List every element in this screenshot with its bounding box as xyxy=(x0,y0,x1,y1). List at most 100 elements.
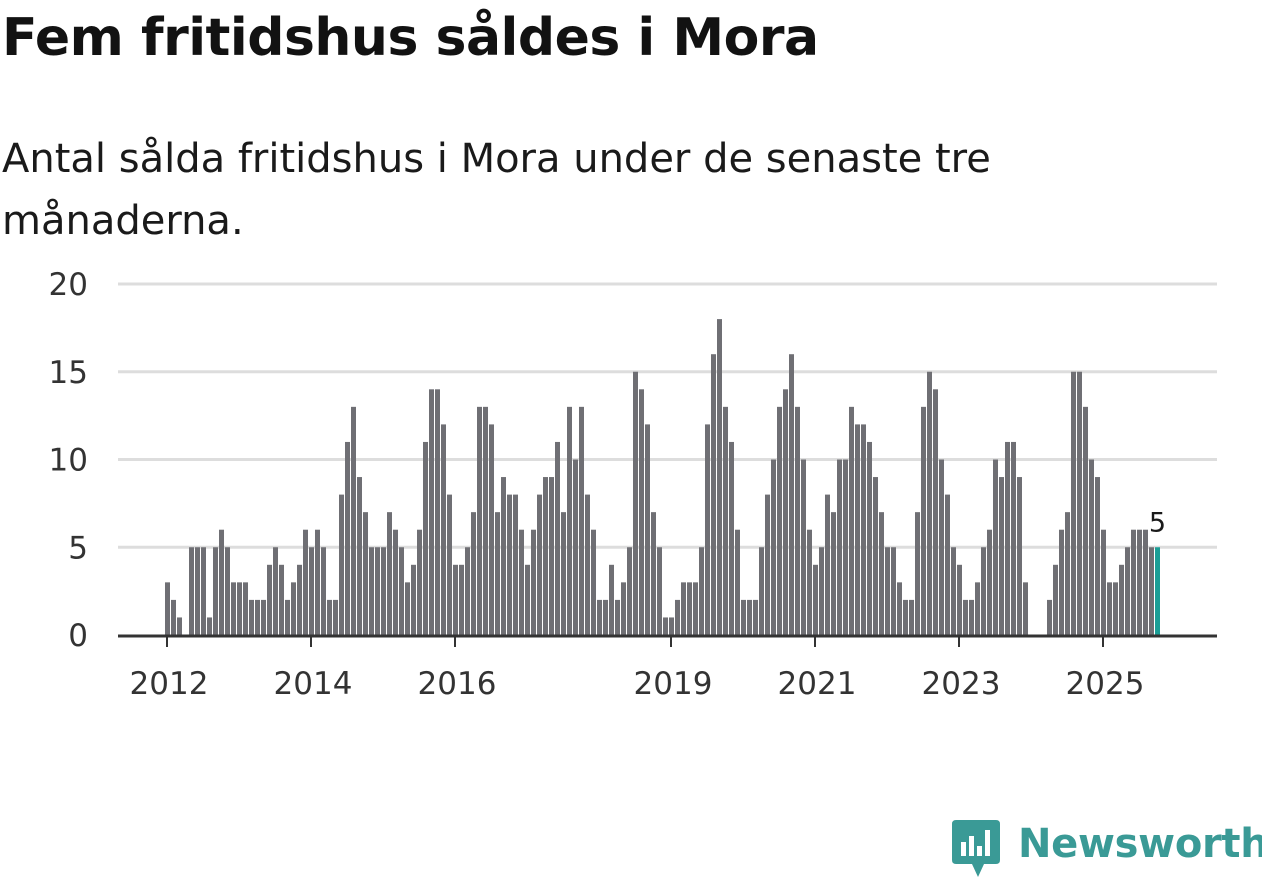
chart-title: Fem fritidshus såldes i Mora xyxy=(2,8,819,68)
bar xyxy=(681,582,686,635)
bar xyxy=(1083,406,1088,635)
bar xyxy=(789,354,794,635)
bar xyxy=(291,582,296,635)
bar xyxy=(447,494,452,635)
bar xyxy=(561,512,566,635)
bar xyxy=(1059,529,1064,635)
bar xyxy=(999,477,1004,635)
x-tick-label: 2021 xyxy=(778,666,857,702)
bar xyxy=(825,494,830,635)
bar xyxy=(897,582,902,635)
bar xyxy=(843,459,848,635)
bar xyxy=(963,599,968,635)
bar xyxy=(537,494,542,635)
bar xyxy=(531,529,536,635)
bar xyxy=(951,547,956,635)
bar xyxy=(849,406,854,635)
bar xyxy=(801,459,806,635)
bar xyxy=(189,547,194,635)
bar xyxy=(753,599,758,635)
bar xyxy=(813,564,818,635)
bar xyxy=(207,617,212,635)
bar xyxy=(861,424,866,635)
bar xyxy=(987,529,992,635)
bar xyxy=(309,547,314,635)
bar xyxy=(831,512,836,635)
bar xyxy=(867,441,872,635)
y-tick-label: 0 xyxy=(68,618,88,654)
bar xyxy=(555,441,560,635)
bar xyxy=(225,547,230,635)
bar xyxy=(321,547,326,635)
bar xyxy=(975,582,980,635)
bar xyxy=(1131,529,1136,635)
bar xyxy=(423,441,428,635)
bar xyxy=(735,529,740,635)
bar xyxy=(1119,564,1124,635)
bar xyxy=(663,617,668,635)
bar xyxy=(345,441,350,635)
bar xyxy=(195,547,200,635)
bar xyxy=(243,582,248,635)
bar xyxy=(1089,459,1094,635)
bar xyxy=(249,599,254,635)
bar xyxy=(891,547,896,635)
bar xyxy=(585,494,590,635)
bar xyxy=(489,424,494,635)
bar xyxy=(435,389,440,635)
bar xyxy=(519,529,524,635)
bar xyxy=(633,371,638,635)
bar xyxy=(969,599,974,635)
bar xyxy=(201,547,206,635)
bar xyxy=(981,547,986,635)
x-tick-label: 2012 xyxy=(130,666,209,702)
bar xyxy=(1095,477,1100,635)
bar xyxy=(477,406,482,635)
bar xyxy=(1071,371,1076,635)
bar xyxy=(525,564,530,635)
bar xyxy=(927,371,932,635)
bar xyxy=(177,617,182,635)
bar xyxy=(939,459,944,635)
bar xyxy=(645,424,650,635)
bar xyxy=(543,477,548,635)
bar xyxy=(993,459,998,635)
bar xyxy=(1107,582,1112,635)
bar xyxy=(717,319,722,635)
x-tick-label: 2016 xyxy=(418,666,497,702)
bar xyxy=(351,406,356,635)
bar xyxy=(495,512,500,635)
bar xyxy=(675,599,680,635)
bar xyxy=(759,547,764,635)
y-tick-label: 20 xyxy=(49,267,88,303)
gridlines xyxy=(118,282,1217,549)
y-tick-label: 15 xyxy=(49,355,88,391)
bar xyxy=(915,512,920,635)
bar xyxy=(483,406,488,635)
bar xyxy=(579,406,584,635)
bar xyxy=(513,494,518,635)
bar xyxy=(597,599,602,635)
bar xyxy=(399,547,404,635)
bar xyxy=(327,599,332,635)
bar xyxy=(819,547,824,635)
bar xyxy=(219,529,224,635)
bar xyxy=(1053,564,1058,635)
bar xyxy=(1065,512,1070,635)
bar xyxy=(333,599,338,635)
bar xyxy=(1005,441,1010,635)
last-value-label: 5 xyxy=(1149,507,1166,538)
bar xyxy=(1113,582,1118,635)
bar xyxy=(807,529,812,635)
newsworthy-logo: Newsworthy xyxy=(952,820,1262,880)
bar xyxy=(783,389,788,635)
bar xyxy=(1137,529,1142,635)
bar xyxy=(651,512,656,635)
bar xyxy=(1125,547,1130,635)
bar xyxy=(741,599,746,635)
bar xyxy=(855,424,860,635)
bar xyxy=(165,582,170,635)
bars xyxy=(165,319,1160,635)
bar xyxy=(1149,547,1154,635)
bar xyxy=(723,406,728,635)
